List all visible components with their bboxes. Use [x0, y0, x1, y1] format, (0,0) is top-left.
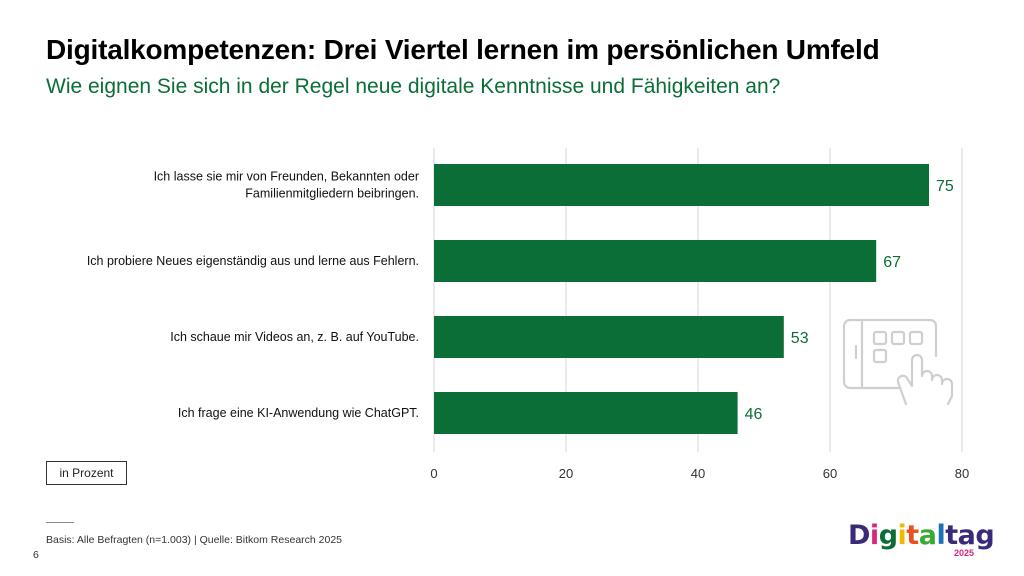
category-label: Ich lasse sie mir von Freunden, Bekannte…	[154, 170, 419, 184]
x-tick-label: 0	[430, 466, 437, 481]
bar	[434, 164, 929, 206]
logo-letter: i	[869, 520, 879, 551]
x-tick-label: 40	[691, 466, 705, 481]
logo-letter: a	[918, 520, 937, 551]
page-number: 6	[33, 549, 39, 561]
category-label: Ich schaue mir Videos an, z. B. auf YouT…	[170, 330, 419, 344]
chart-subtitle: Wie eignen Sie sich in der Regel neue di…	[46, 75, 781, 98]
logo-letter: t	[906, 520, 919, 551]
chart-title: Digitalkompetenzen: Drei Viertel lernen …	[46, 34, 880, 65]
data-label: 46	[745, 406, 763, 423]
category-label: Ich probiere Neues eigenständig aus und …	[87, 254, 419, 268]
category-labels: Ich lasse sie mir von Freunden, Bekannte…	[87, 170, 419, 421]
logo-letter: D	[848, 520, 870, 551]
x-axis-ticks: 0 20 40 60 80	[430, 466, 969, 481]
data-label: 67	[883, 254, 901, 271]
data-label: 53	[791, 330, 809, 347]
bar	[434, 316, 784, 358]
tablet-touch-icon	[842, 318, 954, 406]
data-label: 75	[936, 178, 954, 195]
bars	[434, 164, 929, 434]
bar	[434, 392, 738, 434]
logo-letter: g	[878, 520, 898, 551]
unit-label: in Prozent	[46, 461, 127, 485]
x-tick-label: 20	[559, 466, 573, 481]
logo-letter: g	[975, 520, 995, 551]
logo-wordmark: Digitaltag	[848, 520, 995, 551]
footnote-divider	[46, 522, 74, 523]
category-label: Ich frage eine KI-Anwendung wie ChatGPT.	[178, 406, 419, 420]
logo-letter: l	[936, 520, 946, 551]
source-footnote: Basis: Alle Befragten (n=1.003) | Quelle…	[46, 534, 343, 546]
logo-year: 2025	[953, 548, 974, 558]
logo-letter: a	[957, 520, 976, 551]
digitaltag-logo: Digitaltag 2025	[848, 520, 995, 564]
logo-letter: i	[897, 520, 907, 551]
x-tick-label: 80	[955, 466, 969, 481]
x-tick-label: 60	[823, 466, 837, 481]
bar	[434, 240, 877, 282]
data-labels: 75 67 53 46	[745, 178, 954, 423]
category-label: Familienmitgliedern beibringen.	[245, 187, 419, 201]
logo-letter: t	[945, 520, 958, 551]
